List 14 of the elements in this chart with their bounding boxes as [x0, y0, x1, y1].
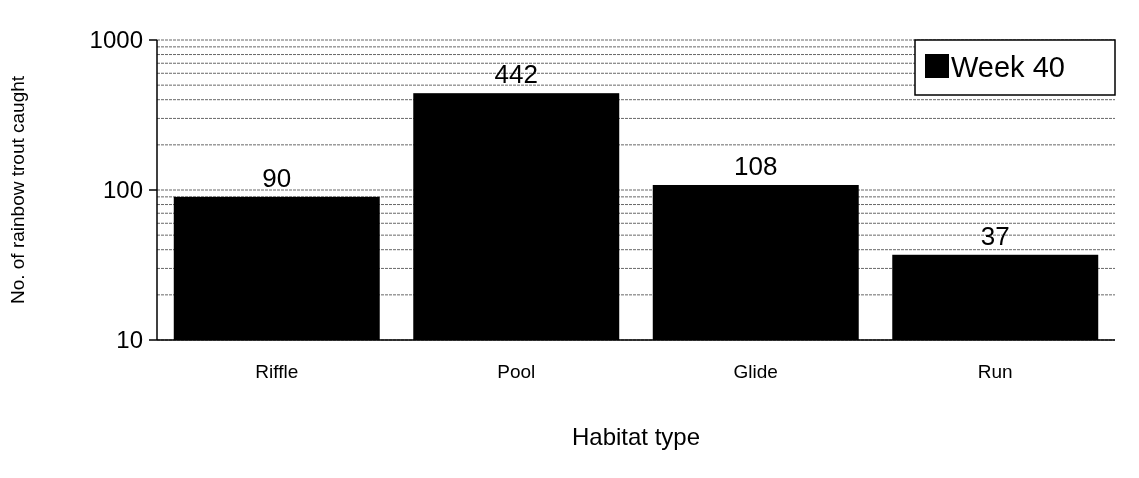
- x-tick-label: Riffle: [255, 361, 299, 382]
- y-axis-title: No. of rainbow trout caught: [7, 75, 28, 305]
- legend-label: Week 40: [951, 51, 1065, 84]
- y-tick-label: 10: [116, 326, 143, 354]
- x-tick-label: Glide: [733, 361, 778, 382]
- x-tick-label: Pool: [497, 361, 536, 382]
- y-tick-label: 100: [102, 176, 143, 204]
- data-label: 108: [734, 150, 778, 181]
- y-tick-label: 1000: [89, 26, 143, 54]
- x-axis-title: Habitat type: [571, 423, 701, 450]
- x-tick-label: Run: [977, 361, 1013, 382]
- data-label: 37: [980, 220, 1010, 251]
- data-label: 90: [262, 162, 292, 193]
- data-label: 442: [494, 59, 538, 90]
